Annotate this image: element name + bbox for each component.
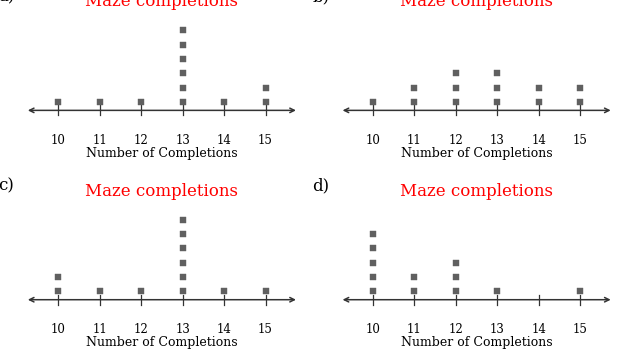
X-axis label: Number of Completions: Number of Completions [401,336,553,349]
X-axis label: Number of Completions: Number of Completions [401,147,553,160]
Title: Maze completions: Maze completions [85,183,239,200]
Title: Maze completions: Maze completions [85,0,239,10]
Text: d): d) [312,178,329,195]
Text: b): b) [312,0,329,6]
X-axis label: Number of Completions: Number of Completions [86,336,238,349]
Text: c): c) [0,178,14,195]
X-axis label: Number of Completions: Number of Completions [86,147,238,160]
Text: a): a) [0,0,14,6]
Title: Maze completions: Maze completions [400,183,553,200]
Title: Maze completions: Maze completions [400,0,553,10]
